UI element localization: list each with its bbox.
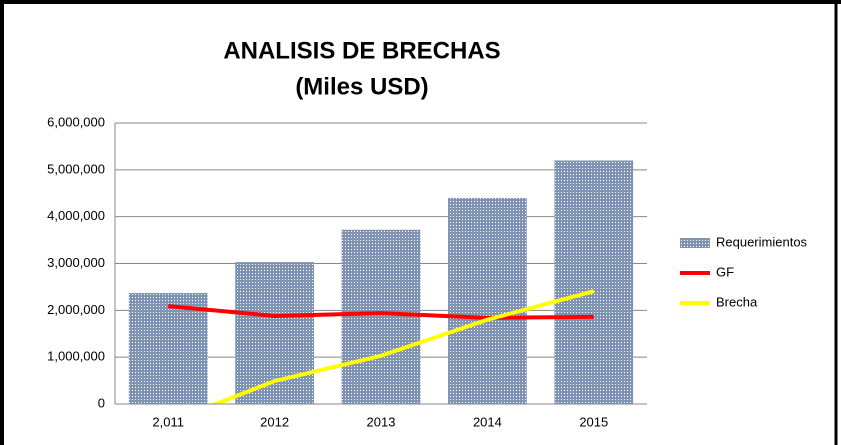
y-tick-label: 6,000,000 [47, 114, 105, 129]
line-series [168, 304, 594, 320]
chart-title: ANALISIS DE BRECHAS [223, 37, 500, 64]
bar [128, 293, 208, 404]
y-tick-label: 5,000,000 [47, 161, 105, 176]
legend-swatch [680, 238, 710, 248]
bar [341, 229, 421, 404]
bar [448, 197, 527, 404]
x-tick-label: 2,011 [152, 414, 184, 429]
x-tick-label: 2014 [473, 414, 502, 429]
x-tick-label: 2013 [367, 414, 396, 429]
line-series [210, 289, 595, 404]
chart-title: (Miles USD) [295, 73, 428, 100]
legend-label: Brecha [716, 294, 758, 309]
x-tick-label: 2012 [260, 414, 289, 429]
plot-area [128, 160, 634, 404]
x-tick-label: 2015 [579, 414, 608, 429]
y-tick-label: 3,000,000 [47, 255, 105, 270]
y-tick-label: 4,000,000 [47, 208, 105, 223]
y-tick-label: 1,000,000 [47, 349, 105, 364]
y-tick-label: 0 [98, 395, 105, 410]
y-tick-label: 2,000,000 [47, 302, 105, 317]
bar [554, 160, 634, 404]
legend-label: Requerimientos [716, 234, 808, 249]
legend-label: GF [716, 264, 734, 279]
